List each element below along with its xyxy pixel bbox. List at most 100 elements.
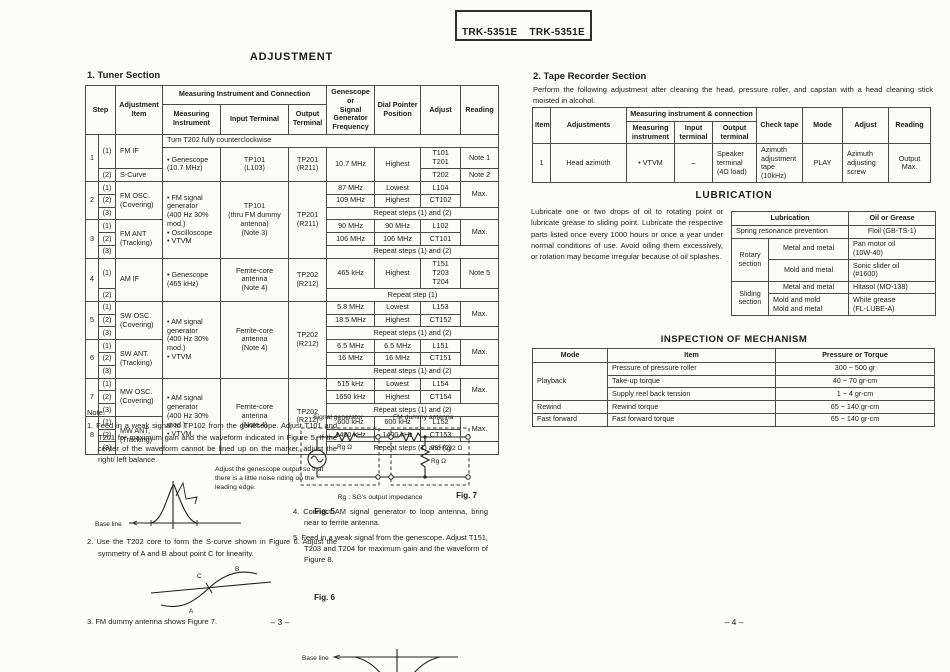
table-row: 1 Head azimuth • VTVM – Speaker terminal (4Ω… (532, 143, 932, 184)
table-cell: L102 (420, 219, 462, 234)
table-cell: Floil (GB-TS-1) (848, 224, 937, 239)
figure-5: Adjust the genescope output so that ther… (87, 466, 337, 536)
table-row: Item Adjustments Measuring instrument & co… (532, 106, 932, 145)
table-cell: Rewind torque (607, 400, 776, 414)
table-cell: 2 (85, 181, 99, 221)
column-header-cell: Mode (802, 106, 844, 145)
table-cell: 90 MHz (326, 219, 376, 234)
table-cell: T151 T203 T204 (420, 257, 462, 290)
table-cell: Mold and mold Mold and metal (767, 293, 850, 317)
table-cell: • Genescope (10.7 MHz) (162, 146, 222, 183)
table-cell: Sonic slider oil (#1600) (848, 259, 937, 282)
column-header-cell: Adjustment Item (115, 85, 164, 135)
table-cell: T101 T201 (420, 146, 462, 170)
table-row: Fast forward Fast forward torque 65 ~ 140 … (532, 412, 935, 427)
table-cell: Sliding section (731, 280, 769, 317)
table-cell: 106 MHz (326, 232, 376, 246)
table-cell: Rotary section (731, 237, 769, 282)
fig8-waveform-drawing: Base line (302, 649, 458, 672)
table-cell: 1 (85, 133, 99, 183)
fig7-signal-generator-label: Signal generator (313, 414, 363, 421)
fig7-caption: Rg : SG's output impedance (337, 494, 423, 501)
table-cell: • AM signal generator (400 Hz 30% mod.) … (162, 377, 222, 456)
table-cell: 465 kHz (326, 257, 376, 290)
fig7-fm-dummy-antenna-label: FM dummy antenna (393, 414, 454, 421)
table-cell: (1) (97, 377, 117, 392)
column-header-cell: Input Terminal (220, 103, 290, 135)
table-cell: TP202 (R212) (288, 300, 328, 379)
fig6-point-c: C (197, 573, 202, 580)
table-row: 4 (1) AM IF • Genescope (465 kHz) Ferrite-co… (85, 257, 500, 302)
table-row: 8 (1) MW ANT, (Tracking) 600 kHz 600 kHz L152… (85, 415, 500, 456)
table-cell: PLAY (802, 143, 844, 184)
table-cell: T202 (420, 168, 462, 183)
table-cell: Spring resonance prevention (730, 224, 850, 239)
table-cell: Rewind (532, 400, 608, 414)
fig5-annotation: Adjust the genescope output so that ther… (215, 466, 324, 491)
figure-8: Base line Adjust the genescope output so… (300, 644, 475, 672)
table-cell: 1 (532, 143, 551, 184)
table-cell: TP101 (thru FM dummy antenna) (Note 3) (220, 181, 290, 259)
table-cell: Note 1 (460, 146, 500, 170)
table-cell: 16 MHz (326, 351, 376, 366)
fig7-resistor1-label: Rg Ω (337, 444, 352, 451)
table-cell: 90 MHz (374, 219, 422, 234)
table-cell: – (674, 143, 713, 184)
table-cell: 515 kHz (326, 377, 376, 392)
table-cell: (3) (97, 441, 117, 456)
table-cell: (3) (97, 206, 117, 221)
table-cell: Ferrite-core antenna (Note 4) (220, 377, 290, 456)
table-cell: Highest (374, 390, 422, 405)
table-row: 1 (1) FM IF Turn T202 fully counterclockwis… (85, 133, 500, 183)
column-header-cell: Output Terminal (288, 103, 328, 135)
table-cell: CT154 (420, 390, 462, 405)
model-number-right: TRK-5351E (529, 27, 585, 38)
table-cell: 5.8 MHz (326, 300, 376, 315)
fig7-label: Fig. 7 (456, 491, 477, 500)
table-cell: Pressure of pressure roller (607, 361, 776, 376)
table-cell: Fast forward (532, 412, 608, 427)
table-cell: (3) (97, 326, 117, 341)
table-cell: Lowest (374, 377, 422, 392)
note-2: 2. Use the T202 core to form the S-curve… (87, 537, 337, 558)
column-header-cell: Oil or Grease (848, 211, 937, 226)
page-number-right: – 4 – (724, 617, 744, 627)
tape-section-paragraph: Perform the following adjustment after c… (533, 85, 933, 106)
table-row: • Genescope (10.7 MHz) TP101 (L103) TP201 … (86, 146, 500, 183)
table-cell: TP201 (R211) (288, 181, 328, 259)
table-cell: TP101 (L103) (220, 146, 290, 183)
column-header-cell: Input terminal (674, 120, 713, 145)
table-cell: Note 2 (460, 168, 500, 183)
column-header-cell: Adjust (842, 106, 890, 145)
table-row: Mode Item Pressure or Torque (532, 348, 935, 363)
note-4: 4. Connect AM signal generator to loop a… (293, 507, 488, 528)
inspection-title: INSPECTION OF MECHANISM (660, 334, 808, 345)
table-cell: 87 MHz (326, 181, 376, 195)
table-row: Measuring Instrument Input Terminal Output… (86, 103, 499, 135)
column-header-cell: Output terminal (711, 120, 758, 145)
table-row: (2) S-Curve T202 Note 2 (86, 168, 500, 183)
lubrication-title: LUBRICATION (695, 190, 773, 201)
table-cell: L104 (420, 181, 462, 195)
table-cell: TP202 (R212) (288, 257, 328, 302)
model-number-left: TRK-5351E (462, 27, 518, 38)
table-row: Rewind Rewind torque 65 ~ 140 gr-cm (532, 400, 935, 414)
table-cell: (2) (97, 351, 117, 366)
table-row: Spring resonance prevention Floil (GB-TS-… (730, 224, 937, 239)
table-cell: Repeat steps (1) and (2) (326, 326, 500, 341)
table-cell: Azimuth adjustment tape (10kHz) (756, 143, 804, 184)
table-cell: Max. (460, 219, 500, 246)
table-cell: 6.5 MHz (374, 339, 422, 353)
table-cell: L153 (420, 300, 462, 315)
table-cell: (1) (97, 257, 117, 290)
table-cell: (3) (97, 244, 117, 259)
note-5: 5. Feed in a weak signal from the genesc… (293, 532, 488, 565)
model-number-box: TRK-5351E TRK-5351E (455, 10, 592, 41)
table-row: (2) 106 MHz 106 MHz CT101 (86, 232, 499, 246)
table-cell: (1) (97, 219, 117, 234)
fig7-resistor2-label: 75−Rg/2 Ω (431, 445, 463, 452)
tuner-adjustment-table: Step Adjustment Item Measuring Instrument … (84, 85, 500, 456)
table-cell: L151 (420, 339, 462, 353)
figure-6: A B C Fig. 6 (87, 562, 337, 616)
table-row: Lubrication Oil or Grease (730, 211, 937, 226)
